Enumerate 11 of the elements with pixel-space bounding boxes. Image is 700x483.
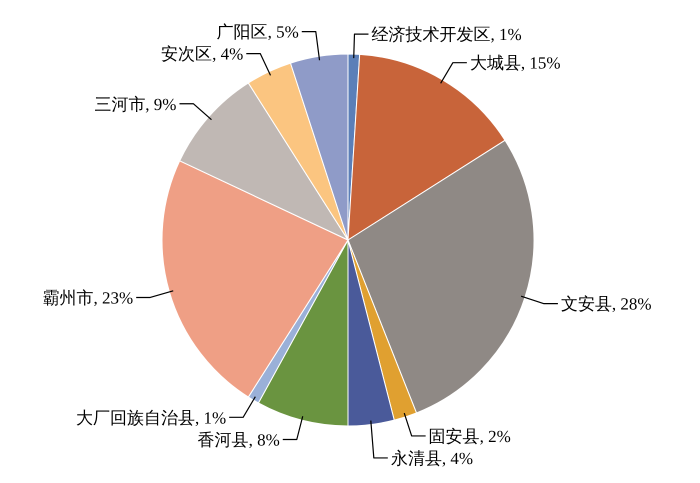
slice-label: 固安县, 2% (428, 426, 511, 446)
slice-label: 三河市, 9% (94, 94, 176, 114)
slice-label: 大厂回族自治县, 1% (76, 408, 226, 428)
slice-label: 经济技术开发区, 1% (371, 25, 522, 44)
slice-label: 霸州市, 23% (42, 288, 134, 308)
slice-label: 文安县, 28% (560, 294, 652, 314)
slice-label: 大城县, 15% (470, 54, 561, 73)
slice-label: 永清县, 4% (390, 448, 473, 468)
slice-label: 安次区, 4% (161, 44, 244, 64)
slice-label: 香河县, 8% (198, 430, 280, 450)
slice-label: 广阳区, 5% (216, 22, 299, 42)
